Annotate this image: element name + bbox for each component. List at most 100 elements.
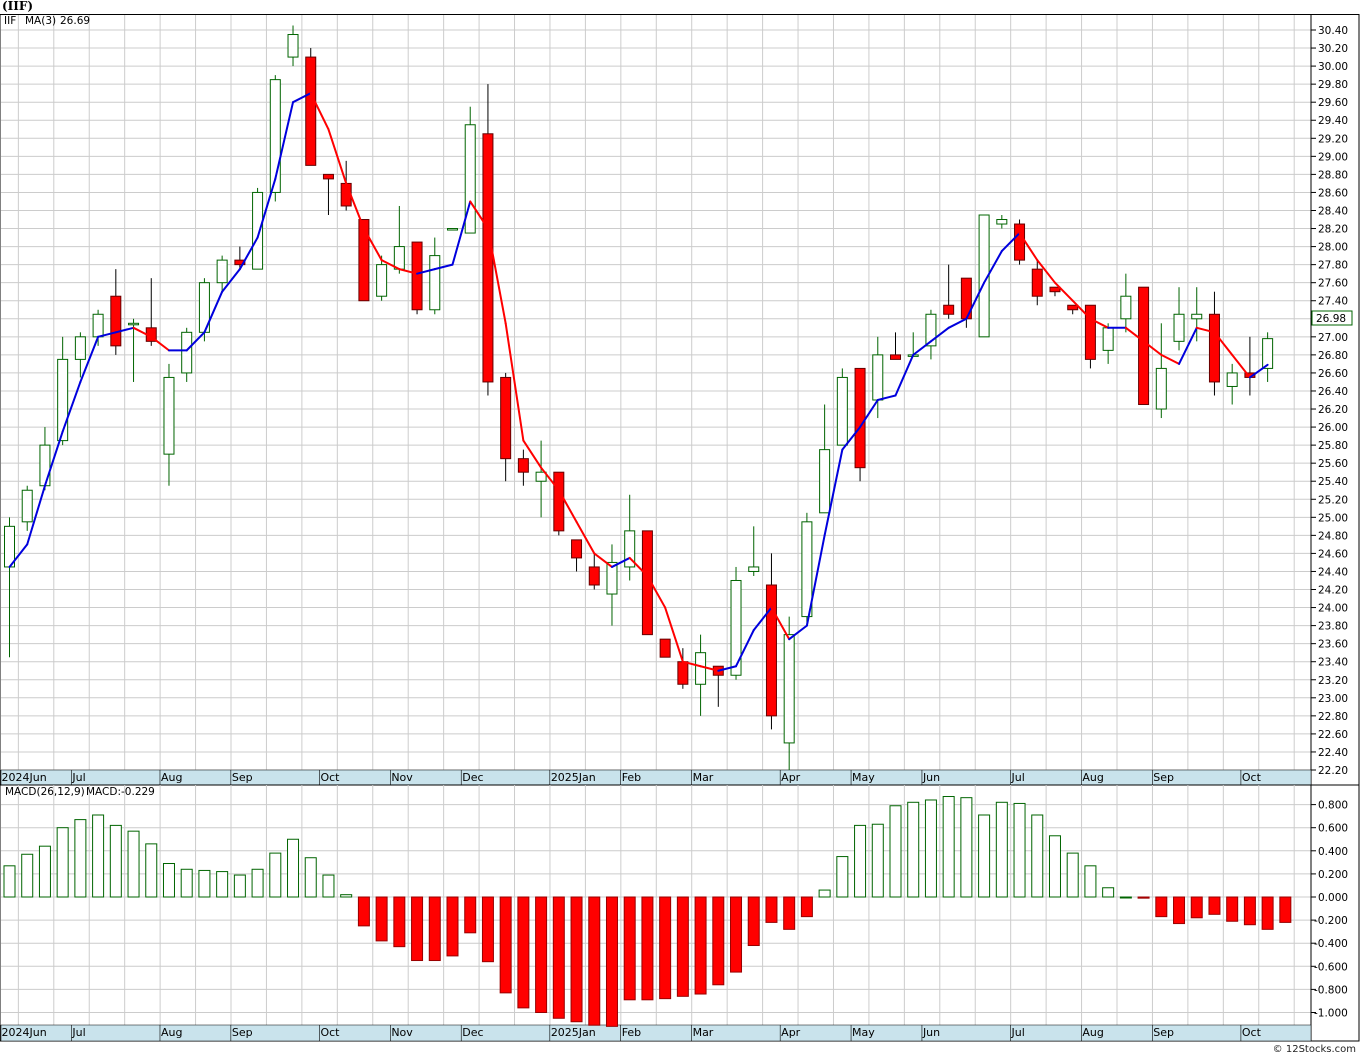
price-y-tick-label: 22.80 (1318, 711, 1348, 723)
candle-body (1155, 367, 1167, 410)
macd-bar (1137, 896, 1150, 899)
macd-bar (375, 896, 388, 942)
legend-symbol: IIF (4, 15, 16, 27)
legend-ma-value: 26.69 (60, 15, 90, 27)
candle-body (1138, 286, 1150, 406)
ma-segment (221, 268, 241, 293)
macd-month-label: Sep (232, 1026, 253, 1039)
macd-bar (1173, 896, 1186, 925)
macd-y-tick-label: 0.000 (1318, 892, 1348, 904)
candle-body (872, 354, 884, 401)
price-y-tick-label: 23.20 (1318, 675, 1348, 687)
macd-month-label: Aug (1082, 1026, 1103, 1039)
price-month-label: Apr (781, 771, 801, 784)
macd-legend-params: MACD(26,12,9) (5, 786, 85, 798)
price-y-tick-label: 25.80 (1318, 440, 1348, 452)
candle-body (464, 124, 476, 234)
candle-body (765, 584, 777, 717)
macd-bar (854, 824, 867, 898)
price-y-tick-label: 24.80 (1318, 530, 1348, 542)
ma-segment (1071, 299, 1092, 320)
candle-body (996, 219, 1008, 225)
macd-bar (1013, 802, 1026, 898)
macd-bar (800, 896, 813, 918)
macd-bar (340, 894, 353, 898)
ma-segment (256, 177, 277, 239)
candle-body (269, 79, 281, 193)
ma-segment (292, 92, 312, 104)
macd-bar (659, 896, 672, 1000)
ma-segment (274, 101, 295, 180)
macd-bar (251, 868, 264, 898)
macd-bar (995, 801, 1008, 898)
ma-segment (185, 331, 206, 352)
candle-body (1014, 223, 1026, 261)
price-y-tick-label: 23.80 (1318, 621, 1348, 633)
ma-segment (362, 227, 383, 262)
candle-body (677, 661, 689, 685)
ma-segment (416, 268, 436, 275)
price-month-label: 2024Jun (2, 771, 47, 784)
macd-y-tick-label: -0.200 (1314, 915, 1348, 927)
macd-y-tick-label: 0.600 (1318, 823, 1348, 835)
candle-body (517, 458, 529, 473)
macd-bar (1084, 865, 1097, 898)
macd-bar (1226, 896, 1239, 922)
price-y-tick-label: 29.00 (1318, 151, 1348, 163)
macd-bar (1190, 896, 1203, 919)
candle-body (1120, 295, 1132, 320)
macd-bar (836, 856, 849, 898)
price-y-tick-label: 28.80 (1318, 169, 1348, 181)
price-y-tick-label: 29.60 (1318, 97, 1348, 109)
ma-segment (26, 484, 46, 546)
ma-segment (1248, 363, 1269, 379)
price-y-tick-label: 25.00 (1318, 512, 1348, 524)
macd-month-label: Nov (391, 1026, 413, 1039)
macd-bar (712, 896, 725, 986)
candle-body (234, 259, 246, 266)
macd-bar (411, 896, 424, 962)
candle-body (801, 521, 813, 618)
candle-body (447, 228, 458, 231)
price-month-label: Oct (320, 771, 340, 784)
site-credit: © 12Stocks.com (1272, 1044, 1356, 1055)
price-y-tick-label: 30.20 (1318, 43, 1348, 55)
macd-bar (464, 896, 477, 934)
moving-average-line (8, 92, 1269, 672)
macd-bar (287, 838, 300, 898)
price-y-tick-label: 22.40 (1318, 747, 1348, 759)
candle-body (57, 358, 69, 442)
ma-segment (1160, 353, 1181, 365)
price-month-label: Dec (462, 771, 483, 784)
price-x-axis-month-labels: 2024Jun Jul Aug Sep Oct Nov Dec 2025Jan Feb Mar Ap… (0, 770, 1262, 785)
ma-segment (965, 281, 986, 320)
price-y-tick-label: 26.80 (1318, 350, 1348, 362)
ma-segment (451, 200, 472, 266)
price-candles (4, 25, 1274, 770)
macd-bar (357, 896, 370, 927)
macd-month-label: 2025Jan (551, 1026, 596, 1039)
macd-bar (942, 796, 955, 898)
price-y-tick-label: 27.80 (1318, 260, 1348, 272)
ma-segment (238, 236, 259, 271)
candle-body (376, 264, 388, 297)
ma-segment (504, 322, 525, 442)
ma-segment (894, 353, 915, 397)
macd-bar (676, 896, 689, 997)
last-price-label: 26.98 (1316, 313, 1346, 325)
macd-bar (56, 827, 69, 898)
ma-segment (114, 326, 135, 334)
ma-segment (717, 665, 738, 672)
price-y-tick-label: 26.00 (1318, 422, 1348, 434)
price-month-label: Feb (622, 771, 641, 784)
price-month-label: Oct (1242, 771, 1262, 784)
ma-segment (1178, 326, 1198, 365)
macd-bar (499, 896, 512, 994)
macd-y-axis-labels: 0.800 0.600 0.400 0.200 0.000 -0.200 -0.400 -0.… (1314, 800, 1348, 1020)
ma-segment (1142, 340, 1163, 356)
candle-body (1031, 268, 1043, 297)
candle-body (92, 313, 104, 338)
candle-body (216, 259, 228, 284)
macd-bar (552, 896, 565, 1019)
macd-month-label: Sep (1153, 1026, 1174, 1039)
